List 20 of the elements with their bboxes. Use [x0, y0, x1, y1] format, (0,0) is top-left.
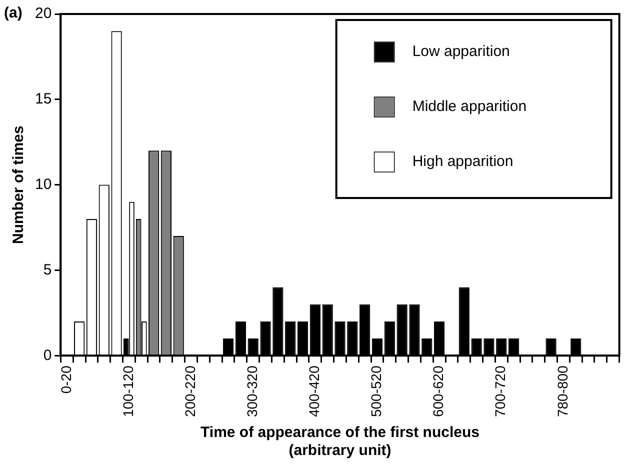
- y-tick-label: 0: [43, 346, 52, 364]
- y-axis-title: Number of times: [10, 126, 28, 244]
- x-tick-label: 200-220: [182, 365, 198, 418]
- x-tick-label: 0-20: [58, 365, 74, 394]
- y-tick-label: 10: [34, 176, 52, 193]
- y-tick-label: 5: [43, 261, 52, 278]
- y-tick-label: 20: [34, 5, 52, 22]
- x-tick-label: 400-420: [306, 365, 322, 418]
- x-tick-label: 100-120: [120, 365, 136, 418]
- x-tick-label: 700-720: [492, 365, 508, 418]
- legend-label: Low apparition: [412, 43, 510, 60]
- x-axis-title: Time of appearance of the first nucleus (arbitrary unit): [200, 424, 480, 460]
- x-tick-label: 600-620: [430, 365, 446, 418]
- legend-label: High apparition: [412, 153, 514, 170]
- text: (a): [4, 4, 22, 22]
- x-tick-label: 500-520: [368, 365, 384, 418]
- x-tick-label: 300-320: [244, 365, 260, 418]
- legend-label: Middle apparition: [412, 98, 527, 116]
- x-tick-label: 780-800: [554, 365, 570, 418]
- y-tick-label: 15: [34, 90, 52, 108]
